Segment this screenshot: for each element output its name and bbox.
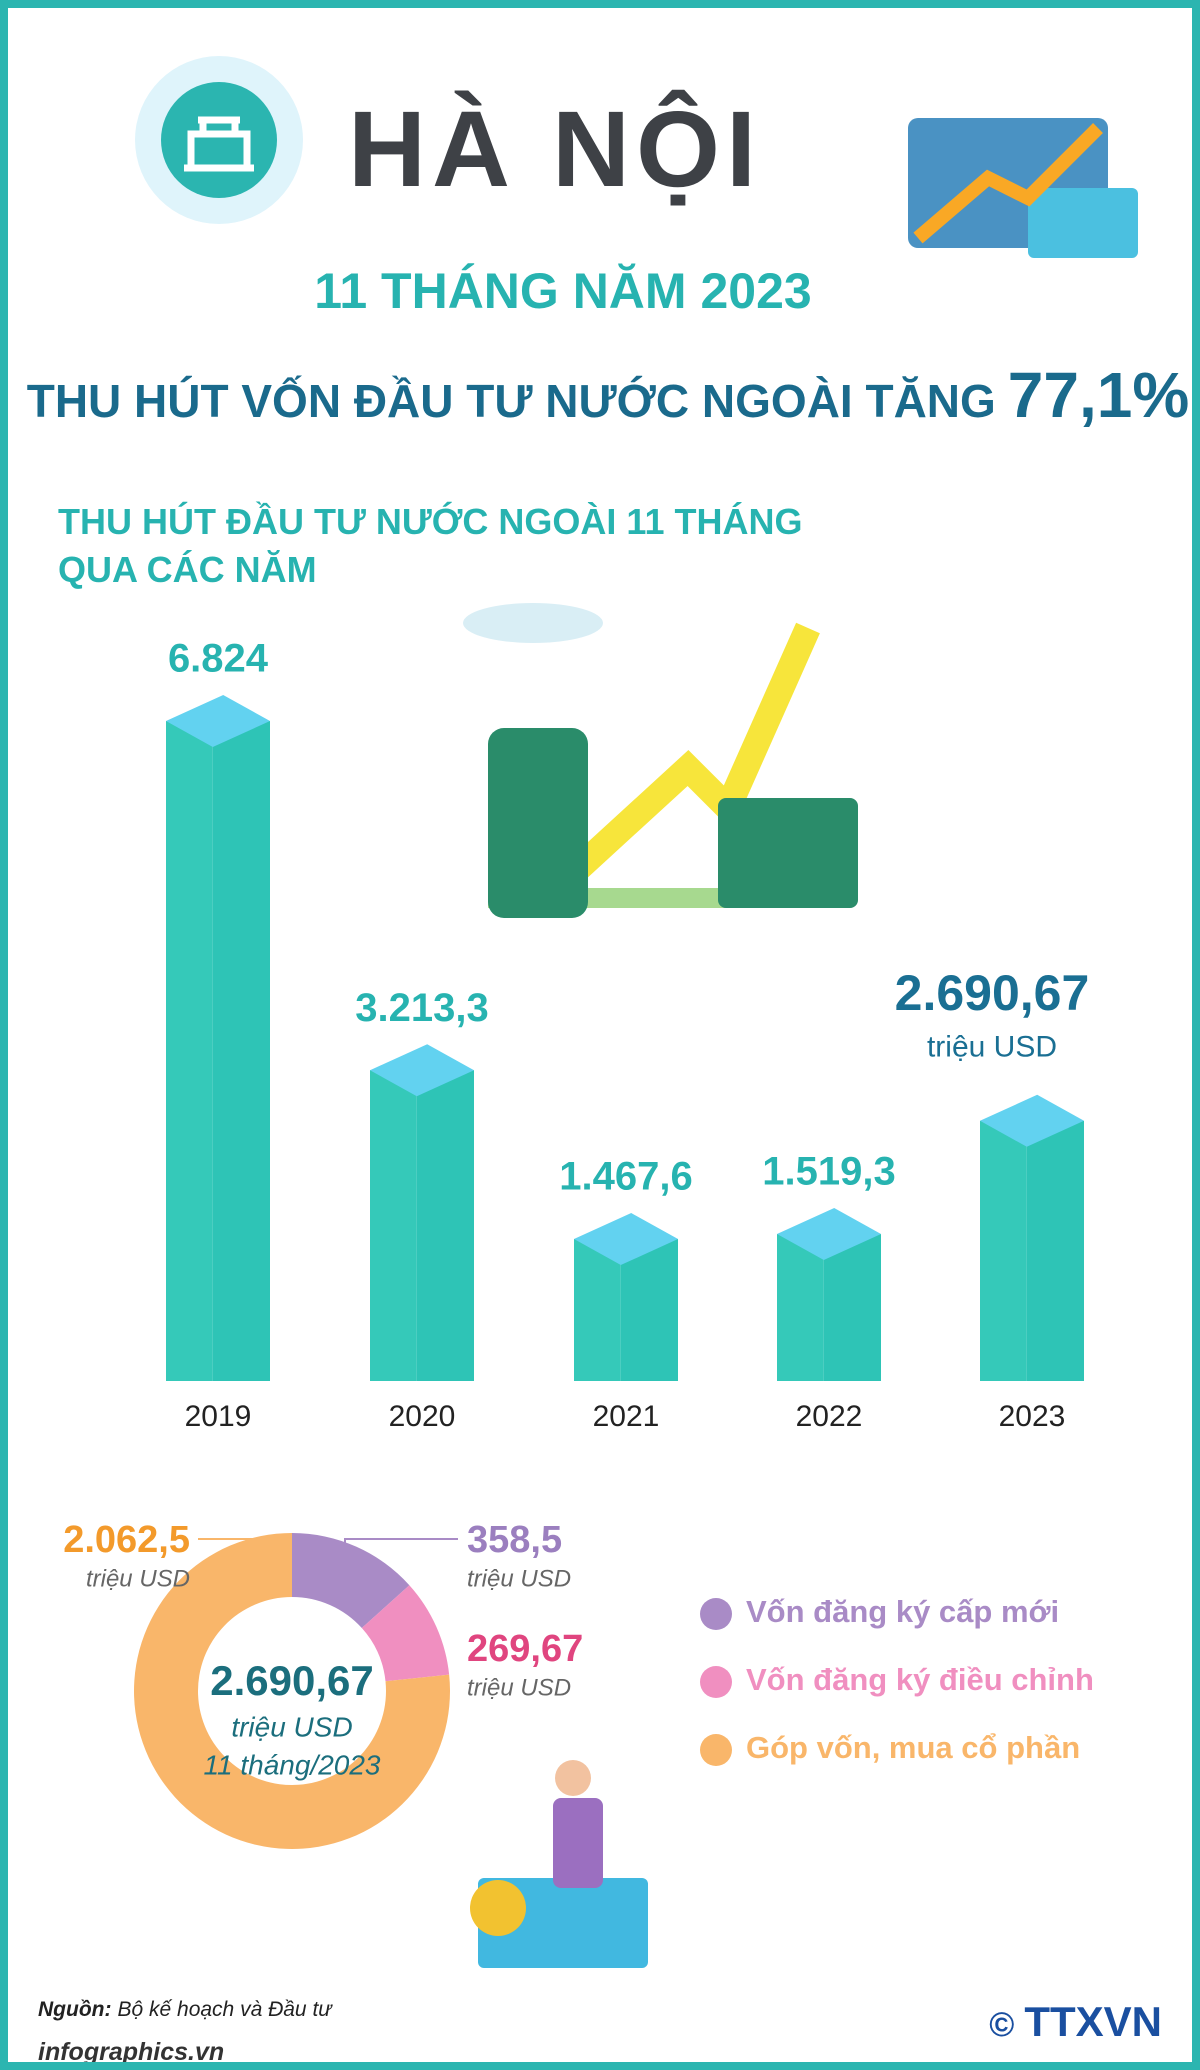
legend-swatch (700, 1598, 732, 1630)
legend-label: Vốn đăng ký điều chỉnh (746, 1662, 1094, 1697)
value-label: 6.824 (168, 637, 269, 681)
bar (980, 1120, 1027, 1381)
illustration (913, 123, 1103, 244)
x-tick-label: 2023 (999, 1400, 1066, 1433)
website: infographics.vn (38, 2038, 225, 2066)
x-tick-label: 2022 (796, 1400, 863, 1433)
x-tick-label: 2019 (185, 1400, 252, 1433)
leader-line (344, 1538, 458, 1578)
legend-label: Góp vốn, mua cổ phần (746, 1730, 1080, 1765)
headline-highlight: 77,1% (1007, 359, 1190, 431)
value-label: 3.213,3 (355, 986, 488, 1030)
value-label: 1.519,3 (762, 1150, 895, 1194)
total-unit: triệu USD (231, 1711, 352, 1742)
source-label: Nguồn: (38, 1998, 112, 2021)
city-title: HÀ NỘI (348, 88, 762, 209)
logo (161, 82, 277, 198)
chart-canvas: 2019 6.824 2020 3.213,3 2021 1.467,6 2022 1.519… (63, 56, 1138, 1968)
illustration (718, 798, 858, 908)
x-tick-label: 2021 (593, 1400, 660, 1433)
bar-top (777, 1208, 881, 1261)
value-label: 2.062,5 (63, 1519, 190, 1561)
bar-side (212, 721, 270, 1381)
donut-slice (292, 1533, 410, 1629)
period-title: 11 THÁNG NĂM 2023 (314, 263, 812, 319)
unit-label: triệu USD (86, 1565, 190, 1592)
logo-gate (184, 116, 254, 172)
source: Nguồn: Bộ kế hoạch và Đầu tư (38, 1998, 332, 2022)
bar-top (574, 1213, 678, 1266)
bar-top (370, 1044, 474, 1097)
source-text: Bộ kế hoạch và Đầu tư (117, 1998, 332, 2021)
leader-line (198, 1538, 259, 1578)
donut-slice (134, 1533, 450, 1850)
bar-chart-title: THU HÚT ĐẦU TƯ NƯỚC NGOÀI 11 THÁNG QUA C… (58, 501, 803, 590)
value-label: 269,67 (467, 1628, 583, 1670)
bar (777, 1234, 824, 1381)
x-tick-label: 2020 (389, 1400, 456, 1433)
value-label: 1.467,6 (559, 1155, 692, 1199)
total-note: 11 tháng/2023 (204, 1749, 381, 1780)
unit-label: triệu USD (927, 1031, 1057, 1064)
bar-top (166, 695, 270, 747)
illustration (555, 1760, 591, 1796)
illustration (559, 622, 820, 888)
bar-side (416, 1070, 474, 1381)
value-label: 358,5 (467, 1519, 562, 1561)
headline: THU HÚT VỐN ĐẦU TƯ NƯỚC NGOÀI TĂNG 77,1% (8, 358, 1192, 432)
bar-side (620, 1239, 678, 1381)
bar (574, 1239, 621, 1381)
copyright: © (989, 2006, 1015, 2044)
bar (166, 721, 213, 1381)
illustration (553, 1798, 603, 1888)
bar-side (1026, 1120, 1084, 1381)
value-label: 2.690,67 (895, 965, 1090, 1021)
agency: © TTXVN (989, 1998, 1162, 2046)
legend-swatch (700, 1666, 732, 1698)
bar (370, 1070, 417, 1381)
agency-name: TTXVN (1024, 1998, 1162, 2045)
illustration (1028, 188, 1138, 258)
illustration (488, 728, 588, 918)
legend-swatch (700, 1734, 732, 1766)
illustration (463, 603, 603, 643)
legend-label: Vốn đăng ký cấp mới (746, 1594, 1059, 1629)
total-label: 2.690,67 (210, 1657, 374, 1704)
donut-slice (361, 1585, 450, 1682)
illustration (470, 1880, 526, 1936)
headline-text: THU HÚT VỐN ĐẦU TƯ NƯỚC NGOÀI TĂNG (26, 375, 996, 427)
bar-side (823, 1234, 881, 1381)
unit-label: triệu USD (467, 1674, 571, 1701)
bar-top (980, 1094, 1084, 1147)
unit-label: triệu USD (467, 1565, 571, 1592)
